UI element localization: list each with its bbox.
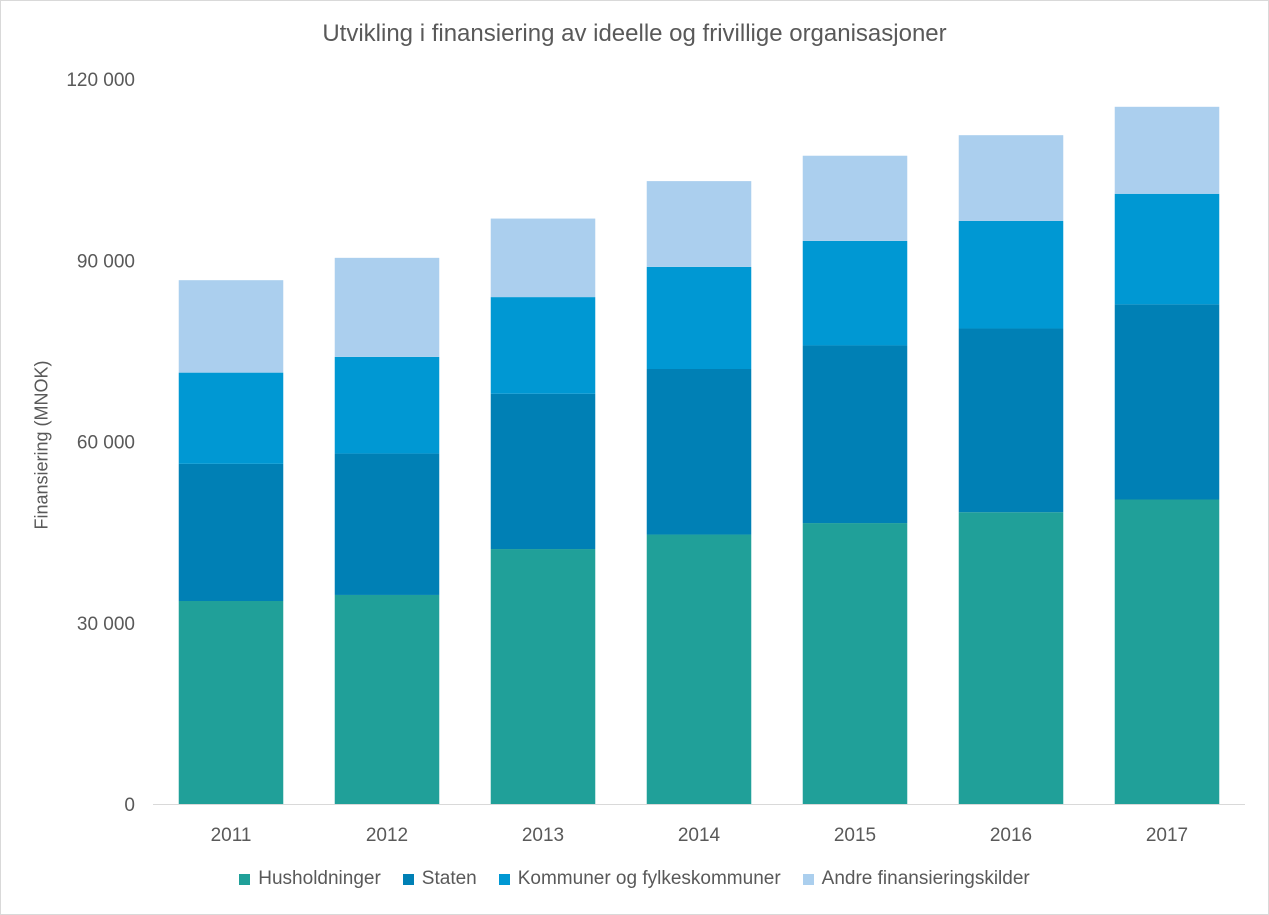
bar-segment [1114, 499, 1220, 804]
bar-segment [178, 463, 284, 601]
y-tick-label: 120 000 [66, 70, 135, 91]
legend-swatch [402, 873, 414, 885]
x-tick-label: 2017 [1146, 825, 1188, 846]
chart-legend: Husholdninger Staten Kommuner og fylkeskom… [0, 868, 1269, 890]
legend-label: Kommuner og fylkeskommuner [517, 868, 781, 889]
x-tick-label: 2015 [834, 825, 876, 846]
chart-title: Utvikling i finansiering av ideelle og f… [322, 20, 947, 47]
bar-segment [646, 534, 752, 804]
bar-segment [178, 601, 284, 804]
bar-segment [334, 356, 440, 454]
legend-label: Husholdninger [258, 868, 381, 889]
x-tick-label: 2011 [211, 825, 252, 846]
legend-item: Andre finansieringskilder [802, 868, 1030, 890]
bar-segment [334, 257, 440, 357]
bar-segment [802, 523, 908, 804]
bar-segment [490, 218, 596, 298]
y-tick-label: 0 [124, 795, 135, 816]
bar-segment [490, 549, 596, 804]
legend-label: Staten [421, 868, 477, 889]
legend-item: Staten [402, 868, 477, 890]
legend-swatch [498, 873, 510, 885]
bar-segment [646, 181, 752, 267]
legend-item: Kommuner og fylkeskommuner [498, 868, 781, 890]
bar-segment [334, 594, 440, 804]
bar-segment [178, 372, 284, 464]
legend-item: Husholdninger [239, 868, 381, 890]
bar-segment [490, 393, 596, 550]
bar-segment [958, 328, 1064, 513]
y-tick-label: 60 000 [77, 433, 135, 454]
x-tick-label: 2016 [990, 825, 1032, 846]
y-tick-label: 30 000 [77, 614, 135, 635]
bar-segment [958, 135, 1064, 221]
bar-segment [646, 369, 752, 535]
bar-segment [334, 453, 440, 595]
legend-swatch [802, 873, 814, 885]
legend-swatch [239, 873, 251, 885]
x-tick-label: 2014 [678, 825, 721, 846]
bar-segment [958, 512, 1064, 804]
bar-segment [1114, 106, 1220, 194]
x-tick-label: 2013 [522, 825, 564, 846]
bar-segment [802, 345, 908, 524]
bar-segment [490, 297, 596, 394]
x-tick-label: 2012 [366, 825, 408, 846]
bar-segment [178, 280, 284, 373]
bar-segment [1114, 193, 1220, 305]
legend-label: Andre finansieringskilder [821, 868, 1030, 889]
bar-segment [802, 155, 908, 241]
bar-segment [646, 266, 752, 369]
bar-segment [802, 240, 908, 346]
y-tick-label: 90 000 [77, 251, 135, 272]
bar-segment [958, 220, 1064, 329]
bar-segment [1114, 304, 1220, 500]
